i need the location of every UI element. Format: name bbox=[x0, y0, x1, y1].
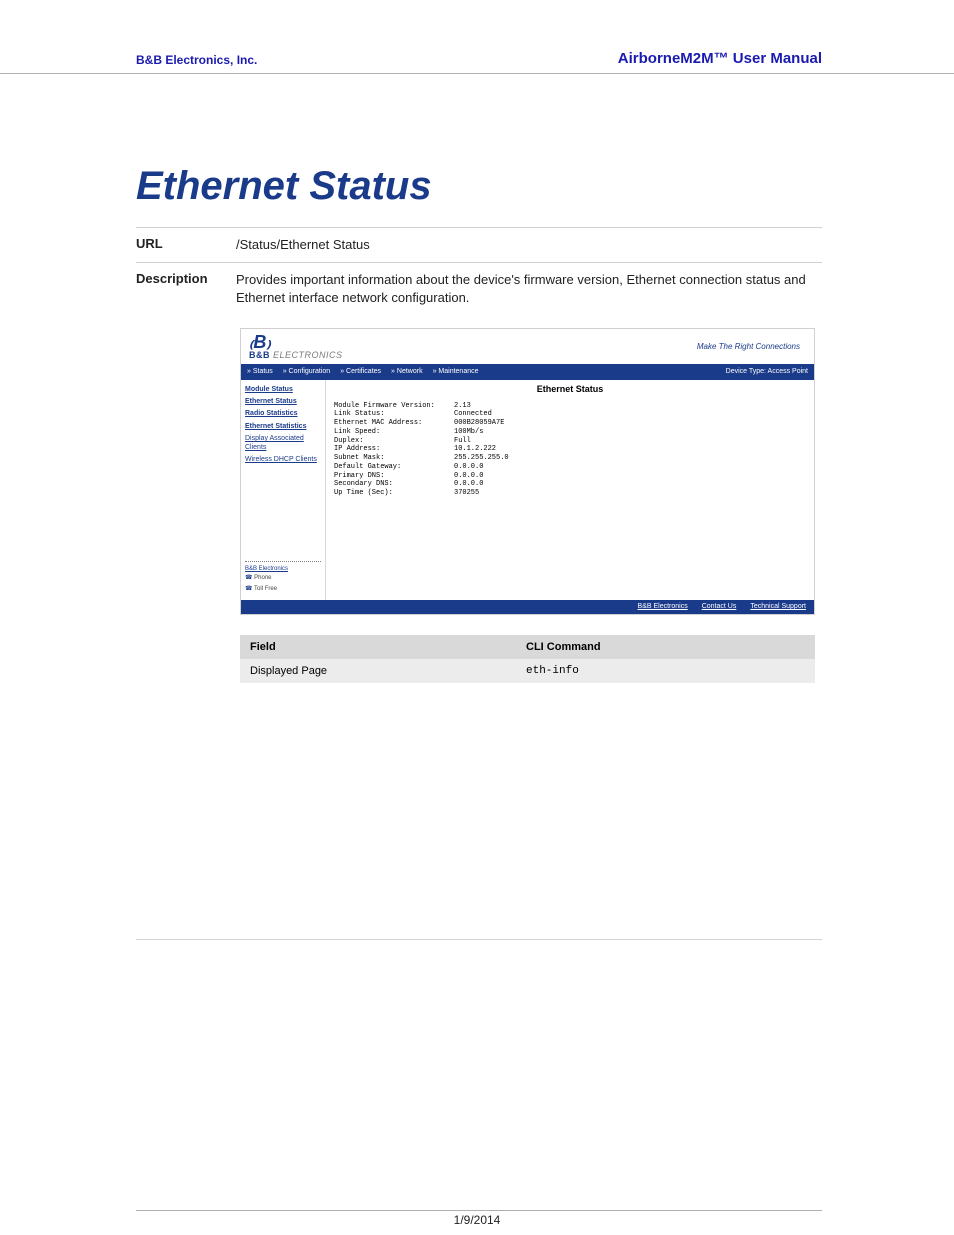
main-panel: Ethernet Status Module Firmware Version:… bbox=[326, 380, 814, 600]
status-row: Subnet Mask:255.255.255.0 bbox=[334, 454, 806, 463]
status-row: Up Time (Sec):370255 bbox=[334, 489, 806, 498]
status-row: Duplex:Full bbox=[334, 437, 806, 446]
sidebar-associated-clients[interactable]: Display Associated Clients bbox=[245, 435, 321, 452]
nav-maintenance[interactable]: Maintenance bbox=[433, 368, 479, 375]
sidebar-ethernet-statistics[interactable]: Ethernet Statistics bbox=[245, 423, 321, 431]
tagline: Make The Right Connections bbox=[697, 342, 800, 351]
panel-title: Ethernet Status bbox=[334, 384, 806, 394]
status-key: Module Firmware Version: bbox=[334, 402, 454, 411]
status-value: 370255 bbox=[454, 489, 479, 498]
sidebar-module-status[interactable]: Module Status bbox=[245, 386, 321, 394]
cli-table: Field CLI Command Displayed Page eth-inf… bbox=[240, 635, 815, 683]
cli-table-container: Field CLI Command Displayed Page eth-inf… bbox=[240, 635, 815, 683]
cli-command-value: eth-info bbox=[516, 659, 815, 683]
status-value: 10.1.2.222 bbox=[454, 445, 496, 454]
status-key: Link Status: bbox=[334, 410, 454, 419]
description-label: Description bbox=[136, 271, 236, 307]
cli-col-command: CLI Command bbox=[516, 635, 815, 659]
company-name: B&B Electronics, Inc. bbox=[136, 53, 257, 67]
web-ui-footer: B&B Electronics Contact Us Technical Sup… bbox=[241, 600, 814, 614]
status-row: Default Gateway:0.0.0.0 bbox=[334, 463, 806, 472]
web-ui-screenshot: ₍B₎ B&B ELECTRONICS Make The Right Conne… bbox=[240, 328, 815, 615]
sidebar-footer-link[interactable]: B&B Electronics bbox=[245, 566, 321, 572]
status-value: 000B28059A7E bbox=[454, 419, 504, 428]
status-key: Up Time (Sec): bbox=[334, 489, 454, 498]
page-title: Ethernet Status bbox=[136, 164, 822, 209]
nav-tabs: Status Configuration Certificates Networ… bbox=[247, 368, 479, 375]
web-ui-header: ₍B₎ B&B ELECTRONICS Make The Right Conne… bbox=[241, 329, 814, 364]
footer-support[interactable]: Technical Support bbox=[750, 603, 806, 610]
status-key: Primary DNS: bbox=[334, 472, 454, 481]
web-ui-nav: Status Configuration Certificates Networ… bbox=[241, 364, 814, 380]
status-value: Connected bbox=[454, 410, 492, 419]
page-date: 1/9/2014 bbox=[0, 1213, 954, 1227]
description-row: Description Provides important informati… bbox=[136, 262, 822, 315]
manual-title: AirborneM2M™ User Manual bbox=[618, 50, 822, 67]
status-value: 100Mb/s bbox=[454, 428, 483, 437]
page-header: B&B Electronics, Inc. AirborneM2M™ User … bbox=[0, 0, 954, 74]
status-value: Full bbox=[454, 437, 471, 446]
status-row: Primary DNS:0.0.0.0 bbox=[334, 472, 806, 481]
status-key: Link Speed: bbox=[334, 428, 454, 437]
bottom-rule bbox=[136, 939, 822, 940]
logo: ₍B₎ B&B ELECTRONICS bbox=[249, 333, 343, 360]
status-value: 2.13 bbox=[454, 402, 471, 411]
status-value: 0.0.0.0 bbox=[454, 480, 483, 489]
status-key: Secondary DNS: bbox=[334, 480, 454, 489]
web-ui-body: Module Status Ethernet Status Radio Stat… bbox=[241, 380, 814, 600]
screenshot-container: ₍B₎ B&B ELECTRONICS Make The Right Conne… bbox=[240, 328, 815, 615]
logo-icon: ₍B₎ bbox=[249, 333, 343, 351]
sidebar-dhcp-clients[interactable]: Wireless DHCP Clients bbox=[245, 456, 321, 464]
status-row: Link Speed:100Mb/s bbox=[334, 428, 806, 437]
nav-certificates[interactable]: Certificates bbox=[340, 368, 381, 375]
status-value: 255.255.255.0 bbox=[454, 454, 509, 463]
status-key: Subnet Mask: bbox=[334, 454, 454, 463]
content-area: Ethernet Status URL /Status/Ethernet Sta… bbox=[0, 74, 954, 683]
status-row: Ethernet MAC Address:000B28059A7E bbox=[334, 419, 806, 428]
status-row: Module Firmware Version:2.13 bbox=[334, 402, 806, 411]
footer-contact[interactable]: Contact Us bbox=[702, 603, 737, 610]
sidebar-phone: ☎ Phone bbox=[245, 574, 321, 581]
nav-configuration[interactable]: Configuration bbox=[283, 368, 330, 375]
status-list: Module Firmware Version:2.13Link Status:… bbox=[334, 402, 806, 498]
status-key: Default Gateway: bbox=[334, 463, 454, 472]
status-value: 0.0.0.0 bbox=[454, 463, 483, 472]
status-row: Link Status:Connected bbox=[334, 410, 806, 419]
sidebar-radio-statistics[interactable]: Radio Statistics bbox=[245, 410, 321, 418]
device-type-label: Device Type: Access Point bbox=[726, 368, 808, 375]
description-value: Provides important information about the… bbox=[236, 271, 822, 307]
status-row: Secondary DNS:0.0.0.0 bbox=[334, 480, 806, 489]
status-key: Ethernet MAC Address: bbox=[334, 419, 454, 428]
sidebar-ethernet-status[interactable]: Ethernet Status bbox=[245, 398, 321, 406]
page-footer-rule bbox=[136, 1210, 822, 1211]
status-key: Duplex: bbox=[334, 437, 454, 446]
footer-bb[interactable]: B&B Electronics bbox=[638, 603, 688, 610]
status-value: 0.0.0.0 bbox=[454, 472, 483, 481]
logo-text: B&B ELECTRONICS bbox=[249, 351, 343, 360]
status-key: IP Address: bbox=[334, 445, 454, 454]
sidebar: Module Status Ethernet Status Radio Stat… bbox=[241, 380, 326, 600]
nav-network[interactable]: Network bbox=[391, 368, 423, 375]
sidebar-tollfree: ☎ Toll Free bbox=[245, 585, 321, 592]
cli-row: Displayed Page eth-info bbox=[240, 659, 815, 683]
url-row: URL /Status/Ethernet Status bbox=[136, 227, 822, 262]
cli-field-value: Displayed Page bbox=[240, 659, 516, 683]
url-value: /Status/Ethernet Status bbox=[236, 236, 822, 254]
cli-col-field: Field bbox=[240, 635, 516, 659]
nav-status[interactable]: Status bbox=[247, 368, 273, 375]
url-label: URL bbox=[136, 236, 236, 254]
status-row: IP Address:10.1.2.222 bbox=[334, 445, 806, 454]
